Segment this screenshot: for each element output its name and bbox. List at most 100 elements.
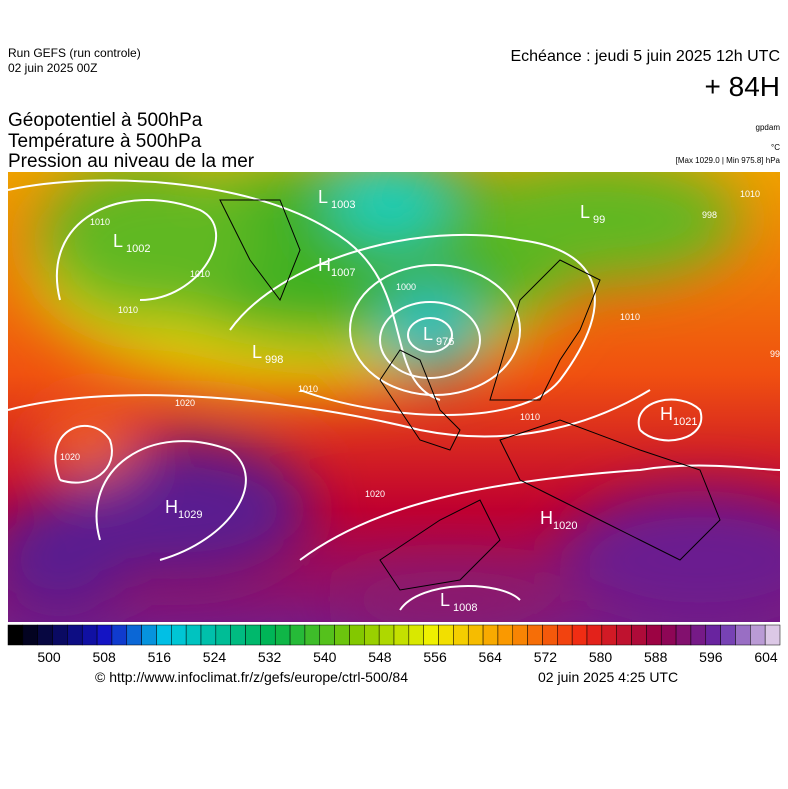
map (8, 172, 780, 622)
issue-date: 02 juin 2025 4:25 UTC (538, 669, 678, 685)
colorbar-swatch (467, 624, 484, 646)
colorbar-tick-label: 588 (644, 649, 668, 665)
center-pressure: 998 (265, 354, 283, 366)
colorbar-swatch (764, 624, 781, 646)
colorbar-swatch (675, 624, 692, 646)
center-type: L (440, 590, 450, 610)
colorbar-swatch (646, 624, 662, 646)
colorbar-tick-label: 580 (589, 649, 613, 665)
center-pressure: 99 (593, 214, 605, 226)
colorbar-tick-label: 572 (534, 649, 558, 665)
colorbar-tick-label: 548 (368, 649, 392, 665)
colorbar-swatch (571, 624, 588, 646)
colorbar-swatch (81, 624, 98, 646)
colorbar-swatch (586, 624, 603, 646)
colorbar-swatch (96, 624, 113, 646)
colorbar-swatch (705, 624, 721, 646)
colorbar-swatch (230, 624, 246, 646)
colorbar-tick-label: 532 (258, 649, 282, 665)
colorbar-swatch (482, 624, 499, 646)
colorbar-swatch (200, 624, 217, 646)
center-type: L (252, 342, 262, 362)
colorbar-swatch (304, 624, 321, 646)
isobar-label: 1010 (620, 312, 640, 322)
colorbar-swatch (126, 624, 142, 646)
isobar-label: 1010 (298, 384, 318, 394)
colorbar-tick-label: 508 (92, 649, 116, 665)
center-pressure: 1002 (126, 243, 150, 255)
colorbar-swatch (334, 624, 350, 646)
colorbar-swatch (215, 624, 231, 646)
isobar-label: 1010 (190, 269, 210, 279)
isobar-label: 1020 (60, 452, 80, 462)
center-pressure: 1007 (331, 267, 355, 279)
colorbar-swatch (141, 624, 157, 646)
colorbar-tick-label: 516 (148, 649, 172, 665)
colorbar-swatch (52, 624, 68, 646)
colorbar-swatch (616, 624, 632, 646)
isobar-label: 1010 (90, 217, 110, 227)
center-type: H (318, 255, 331, 275)
center-pressure: 1021 (673, 416, 697, 428)
isobar-label: 998 (702, 210, 717, 220)
colorbar-tick-label: 524 (203, 649, 227, 665)
colorbar-swatch (274, 624, 291, 646)
center-pressure: 1020 (553, 520, 577, 532)
center-type: H (540, 508, 553, 528)
isobar-label: 99 (770, 349, 780, 359)
colorbar-swatch (67, 624, 83, 646)
colorbar-swatch (750, 624, 766, 646)
colorbar-swatch (423, 624, 439, 646)
colorbar-swatch (557, 624, 573, 646)
center-pressure: 976 (436, 336, 454, 348)
colorbar-swatch (349, 624, 365, 646)
colorbar-swatch (171, 624, 187, 646)
center-type: L (113, 231, 123, 251)
center-pressure: 1003 (331, 199, 355, 211)
colorbar-swatch (735, 624, 751, 646)
center-type: H (660, 404, 673, 424)
colorbar-swatch (7, 624, 24, 646)
lead-time: + 84H (705, 71, 781, 102)
colorbar-tick-label: 564 (479, 649, 503, 665)
colorbar-swatch (660, 624, 677, 646)
colorbar-swatch (690, 624, 707, 646)
colorbar-swatch (601, 624, 617, 646)
model: Run GEFS (run controle) (8, 46, 141, 60)
colorbar-swatch (720, 624, 736, 646)
colorbar-swatch (631, 624, 647, 646)
colorbar-swatch (378, 624, 395, 646)
colorbar-swatch (527, 624, 543, 646)
center-type: H (165, 497, 178, 517)
echeance: Echéance : jeudi 5 juin 2025 12h UTC (510, 48, 780, 65)
colorbar-swatch (438, 624, 454, 646)
colorbar-swatch (319, 624, 335, 646)
isobar-label: 1020 (365, 489, 385, 499)
colorbar-swatch (156, 624, 172, 646)
colorbar-swatch (364, 624, 380, 646)
colorbar-tick-label: 604 (754, 649, 778, 665)
center-pressure: 1029 (178, 509, 202, 521)
colorbar-swatch (185, 624, 202, 646)
colorbar-swatch (22, 624, 38, 646)
isobar-label: 1010 (118, 305, 138, 315)
colorbar-swatch (453, 624, 469, 646)
title: Pression au niveau de la mer (8, 151, 255, 172)
run: 02 juin 2025 00Z (8, 61, 97, 75)
unit: gpdam (756, 123, 781, 132)
center-type: L (580, 202, 590, 222)
colorbar-swatch (260, 624, 276, 646)
colorbar-tick-label: 540 (313, 649, 337, 665)
colorbar-swatch (393, 624, 410, 646)
center-pressure: 1008 (453, 602, 477, 614)
isobar-label: 1020 (175, 398, 195, 408)
title: Géopotentiel à 500hPa (8, 110, 203, 131)
colorbar-tick-label: 596 (699, 649, 723, 665)
colorbar-swatch (542, 624, 558, 646)
colorbar-swatch (497, 624, 514, 646)
isobar-label: 1000 (396, 282, 416, 292)
colorbar-swatch (37, 624, 53, 646)
colorbar-swatch (111, 624, 128, 646)
unit: [Max 1029.0 | Min 975.8] hPa (676, 156, 781, 165)
